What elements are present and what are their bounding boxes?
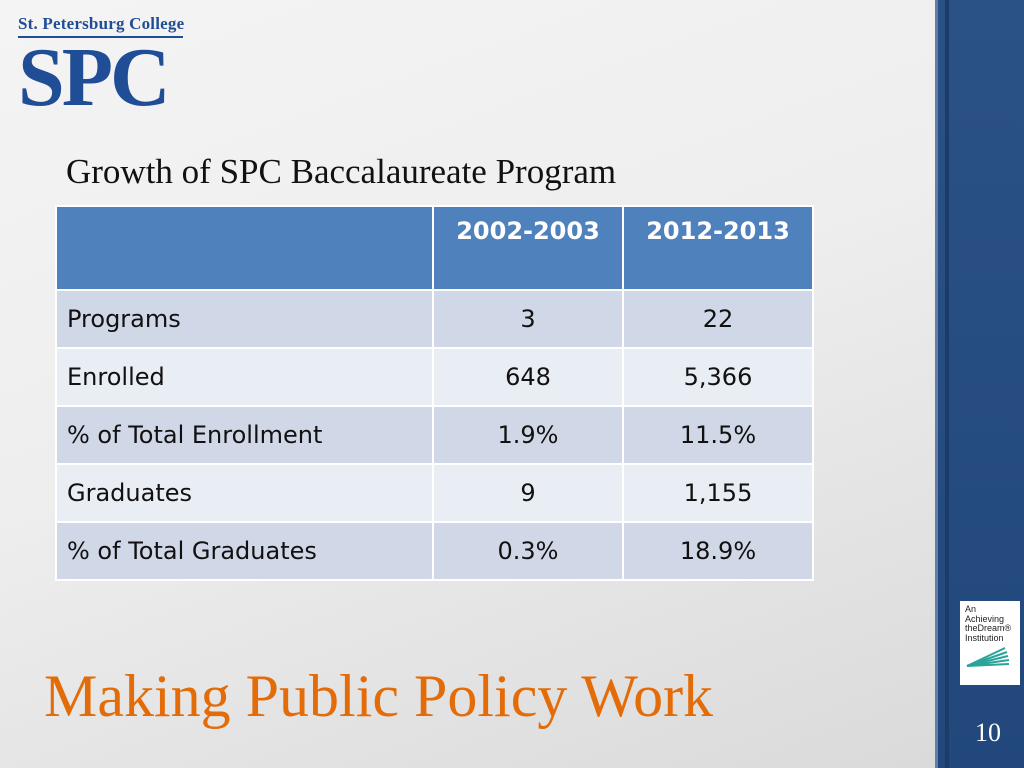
row-label: Programs: [55, 289, 434, 349]
cell-2012: 1,155: [622, 463, 814, 523]
page-number: 10: [975, 718, 1001, 747]
badge-line: theDream®: [965, 623, 1012, 633]
cell-2002: 3: [432, 289, 624, 349]
sidebar-divider: [945, 0, 949, 768]
row-label: % of Total Enrollment: [55, 405, 434, 465]
header-empty: [55, 205, 434, 291]
college-name: St. Petersburg College: [18, 14, 185, 33]
table-row: % of Total Enrollment 1.9% 11.5%: [55, 405, 814, 465]
row-label: Enrolled: [55, 347, 434, 407]
achieving-the-dream-badge: An Achieving theDream® Institution: [960, 601, 1020, 685]
college-initials: SPC: [18, 31, 171, 124]
cell-2002: 0.3%: [432, 521, 624, 581]
cell-2002: 648: [432, 347, 624, 407]
cell-2002: 9: [432, 463, 624, 523]
slide-title: Growth of SPC Baccalaureate Program: [66, 152, 617, 191]
cell-2012: 22: [622, 289, 814, 349]
cell-2012: 5,366: [622, 347, 814, 407]
fan-icon: [965, 646, 1015, 673]
table-row: Programs 3 22: [55, 289, 814, 349]
row-label: % of Total Graduates: [55, 521, 434, 581]
header-2002-2003: 2002-2003: [432, 205, 624, 291]
growth-table: 2002-2003 2012-2013 Programs 3 22 Enroll…: [55, 205, 814, 581]
badge-line: An: [965, 604, 977, 614]
table-row: Enrolled 648 5,366: [55, 347, 814, 407]
spc-logo: St. Petersburg College SPC: [18, 14, 188, 124]
badge-line: Institution: [965, 632, 1004, 643]
header-2012-2013: 2012-2013: [622, 205, 814, 291]
cell-2002: 1.9%: [432, 405, 624, 465]
table-row: Graduates 9 1,155: [55, 463, 814, 523]
badge-line: Achieving: [965, 613, 1005, 624]
sidebar-edge: [935, 0, 938, 768]
cell-2012: 18.9%: [622, 521, 814, 581]
footer-title: Making Public Policy Work: [44, 663, 714, 729]
table-row: % of Total Graduates 0.3% 18.9%: [55, 521, 814, 581]
row-label: Graduates: [55, 463, 434, 523]
logo-rule: [18, 36, 183, 38]
table-header-row: 2002-2003 2012-2013: [55, 205, 814, 291]
cell-2012: 11.5%: [622, 405, 814, 465]
